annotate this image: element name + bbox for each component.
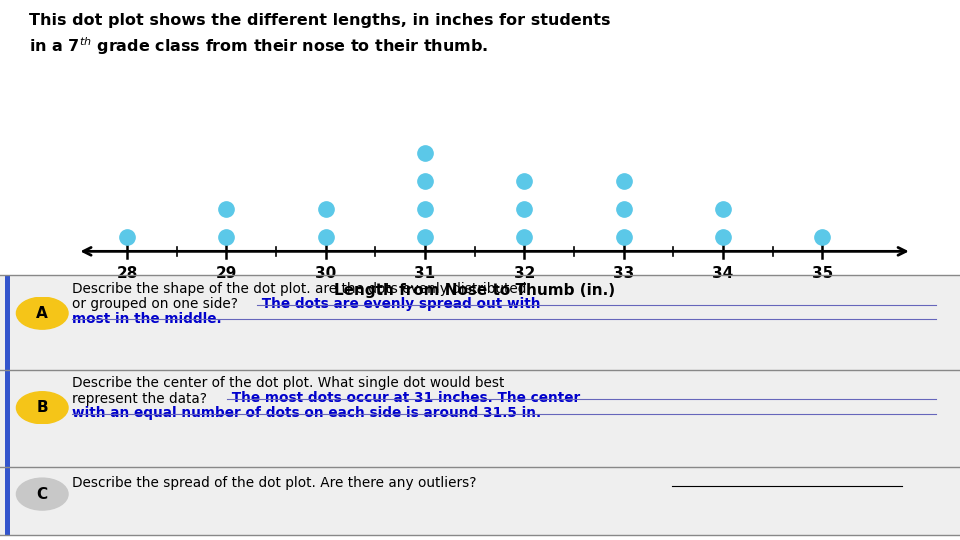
Text: with an equal number of dots on each side is around 31.5 in.: with an equal number of dots on each sid… [72,406,541,420]
Text: 32: 32 [514,266,535,280]
Text: in a 7$^{th}$ grade class from their nose to their thumb.: in a 7$^{th}$ grade class from their nos… [29,35,489,57]
Text: Length from Nose to Thumb (in.): Length from Nose to Thumb (in.) [334,283,615,298]
Circle shape [16,297,68,329]
Text: 29: 29 [216,266,237,280]
Text: 31: 31 [415,266,436,280]
Text: Describe the center of the dot plot. What single dot would best: Describe the center of the dot plot. Wha… [72,376,504,390]
Text: or grouped on one side?: or grouped on one side? [72,297,238,311]
Text: 35: 35 [811,266,833,280]
Text: The most dots occur at 31 inches. The center: The most dots occur at 31 inches. The ce… [227,392,580,406]
Text: represent the data?: represent the data? [72,392,207,406]
Text: 33: 33 [613,266,635,280]
Circle shape [16,392,68,424]
Text: 28: 28 [116,266,138,280]
Text: 34: 34 [712,266,733,280]
Text: Describe the shape of the dot plot. are the dots evenly distributed: Describe the shape of the dot plot. are … [72,282,526,296]
Text: The dots are evenly spread out with: The dots are evenly spread out with [257,297,540,311]
Text: A: A [36,306,48,321]
Text: Describe the spread of the dot plot. Are there any outliers?: Describe the spread of the dot plot. Are… [72,476,476,490]
Text: B: B [36,400,48,415]
Text: 30: 30 [315,266,336,280]
Circle shape [16,478,68,510]
Text: most in the middle.: most in the middle. [72,312,222,326]
Text: C: C [36,487,48,502]
Text: This dot plot shows the different lengths, in inches for students: This dot plot shows the different length… [29,14,611,29]
